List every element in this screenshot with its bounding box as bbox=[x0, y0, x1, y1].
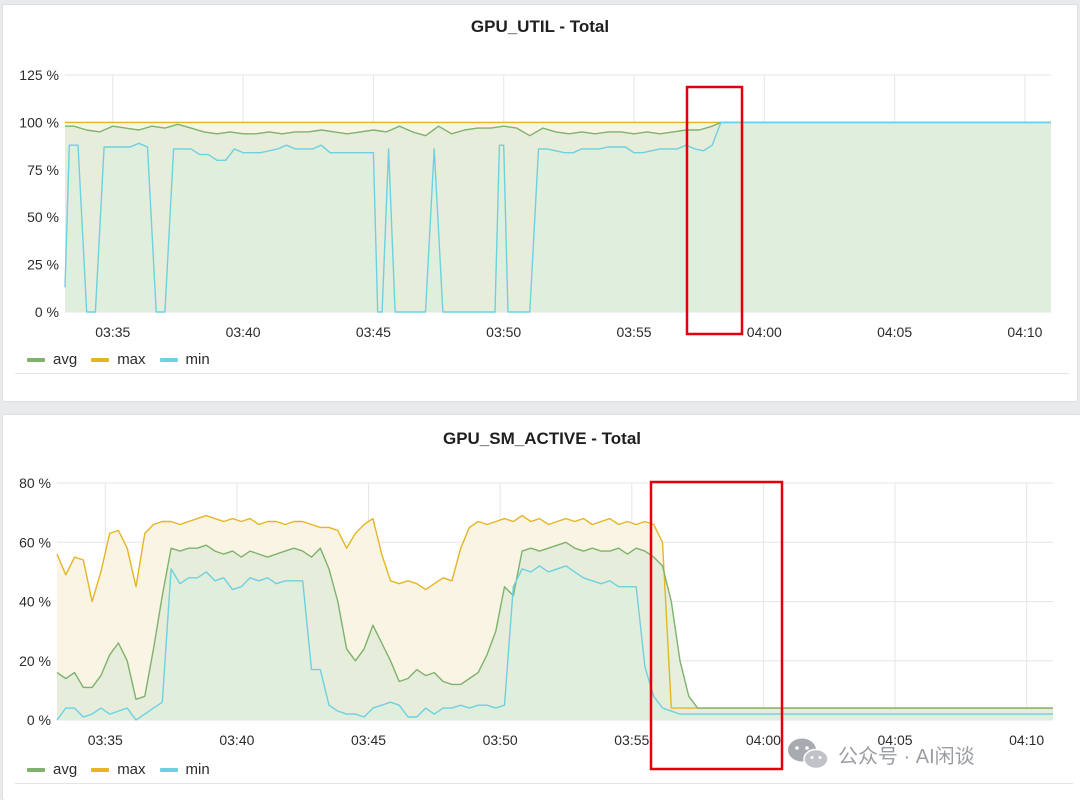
x-tick-label: 03:55 bbox=[614, 732, 649, 748]
x-tick-label: 03:55 bbox=[616, 324, 651, 340]
divider bbox=[15, 783, 1073, 784]
gpu-sm-active-panel: GPU_SM_ACTIVE - Total 0 % 20 % 40 % 60 % 80 … bbox=[2, 414, 1080, 800]
highlight-box bbox=[685, 85, 744, 336]
y-tick-label: 125 % bbox=[19, 67, 59, 83]
x-tick-label: 03:50 bbox=[486, 324, 521, 340]
wechat-icon bbox=[788, 738, 829, 770]
max-swatch bbox=[91, 357, 110, 362]
legend-label: min bbox=[185, 351, 210, 368]
watermark: 公众号 · AI闲谈 bbox=[786, 736, 975, 772]
gpu-util-panel: GPU_UTIL - Total 0 % 25 % 50 % 75 % 100 % 125… bbox=[2, 4, 1078, 402]
legend-item-max[interactable]: max bbox=[91, 351, 146, 368]
x-tick-label: 03:40 bbox=[226, 324, 261, 340]
y-tick-label: 50 % bbox=[27, 209, 59, 225]
y-tick-label: 0 % bbox=[27, 712, 51, 728]
legend: avg max min bbox=[27, 351, 210, 368]
x-tick-label: 04:00 bbox=[746, 732, 781, 748]
highlight-box bbox=[649, 480, 784, 771]
legend-item-min[interactable]: min bbox=[159, 351, 210, 368]
legend-label: max bbox=[117, 761, 146, 778]
avg-series-line bbox=[56, 541, 1053, 709]
y-tick-label: 20 % bbox=[19, 653, 51, 669]
x-tick-label: 04:10 bbox=[1007, 324, 1042, 340]
watermark-text: 公众号 · AI闲谈 bbox=[838, 745, 975, 768]
y-tick-label: 40 % bbox=[19, 594, 51, 610]
min-series-line bbox=[64, 121, 1051, 313]
legend: avg max min bbox=[27, 761, 210, 778]
x-tick-label: 04:05 bbox=[878, 732, 913, 748]
x-tick-label: 04:05 bbox=[877, 324, 912, 340]
avg-swatch bbox=[27, 767, 45, 772]
panel-title: GPU_SM_ACTIVE - Total bbox=[442, 429, 642, 448]
x-tick-label: 04:00 bbox=[747, 324, 782, 340]
legend-label: avg bbox=[53, 761, 78, 778]
legend-item-avg[interactable]: avg bbox=[27, 351, 77, 368]
legend-item-avg[interactable]: avg bbox=[27, 761, 77, 778]
y-tick-label: 0 % bbox=[35, 304, 59, 320]
x-tick-label: 04:10 bbox=[1009, 732, 1044, 748]
x-tick-label: 03:35 bbox=[88, 732, 123, 748]
legend-label: min bbox=[185, 761, 210, 778]
min-area bbox=[65, 122, 1051, 313]
x-tick-label: 03:45 bbox=[356, 324, 391, 340]
legend-label: max bbox=[117, 351, 146, 368]
min-area bbox=[57, 565, 1053, 720]
avg-series-line bbox=[65, 121, 1051, 137]
y-tick-label: 100 % bbox=[19, 114, 59, 130]
min-swatch bbox=[159, 357, 178, 362]
gpu-sm-active-chart: 0 % 20 % 40 % 60 % 80 % 03:35 03:40 03:45 03:50 0… bbox=[19, 475, 1053, 771]
min-series-line bbox=[56, 565, 1053, 721]
max-swatch bbox=[91, 767, 110, 772]
x-tick-label: 03:35 bbox=[95, 324, 130, 340]
x-tick-label: 03:40 bbox=[219, 732, 254, 748]
legend-label: avg bbox=[53, 351, 78, 368]
x-tick-label: 03:50 bbox=[483, 732, 518, 748]
avg-swatch bbox=[27, 357, 45, 362]
legend-item-min[interactable]: min bbox=[159, 761, 210, 778]
y-tick-label: 75 % bbox=[27, 162, 59, 178]
divider bbox=[15, 373, 1069, 374]
y-tick-label: 60 % bbox=[19, 534, 51, 550]
panel-title: GPU_UTIL - Total bbox=[470, 17, 610, 36]
max-series-line bbox=[56, 514, 1053, 709]
x-tick-label: 03:45 bbox=[351, 732, 386, 748]
min-swatch bbox=[159, 767, 178, 772]
y-tick-label: 25 % bbox=[27, 257, 59, 273]
gpu-util-chart: 0 % 25 % 50 % 75 % 100 % 125 % 03:35 03:40 03:45… bbox=[19, 67, 1051, 340]
legend-item-max[interactable]: max bbox=[91, 761, 146, 778]
y-tick-label: 80 % bbox=[19, 475, 51, 491]
